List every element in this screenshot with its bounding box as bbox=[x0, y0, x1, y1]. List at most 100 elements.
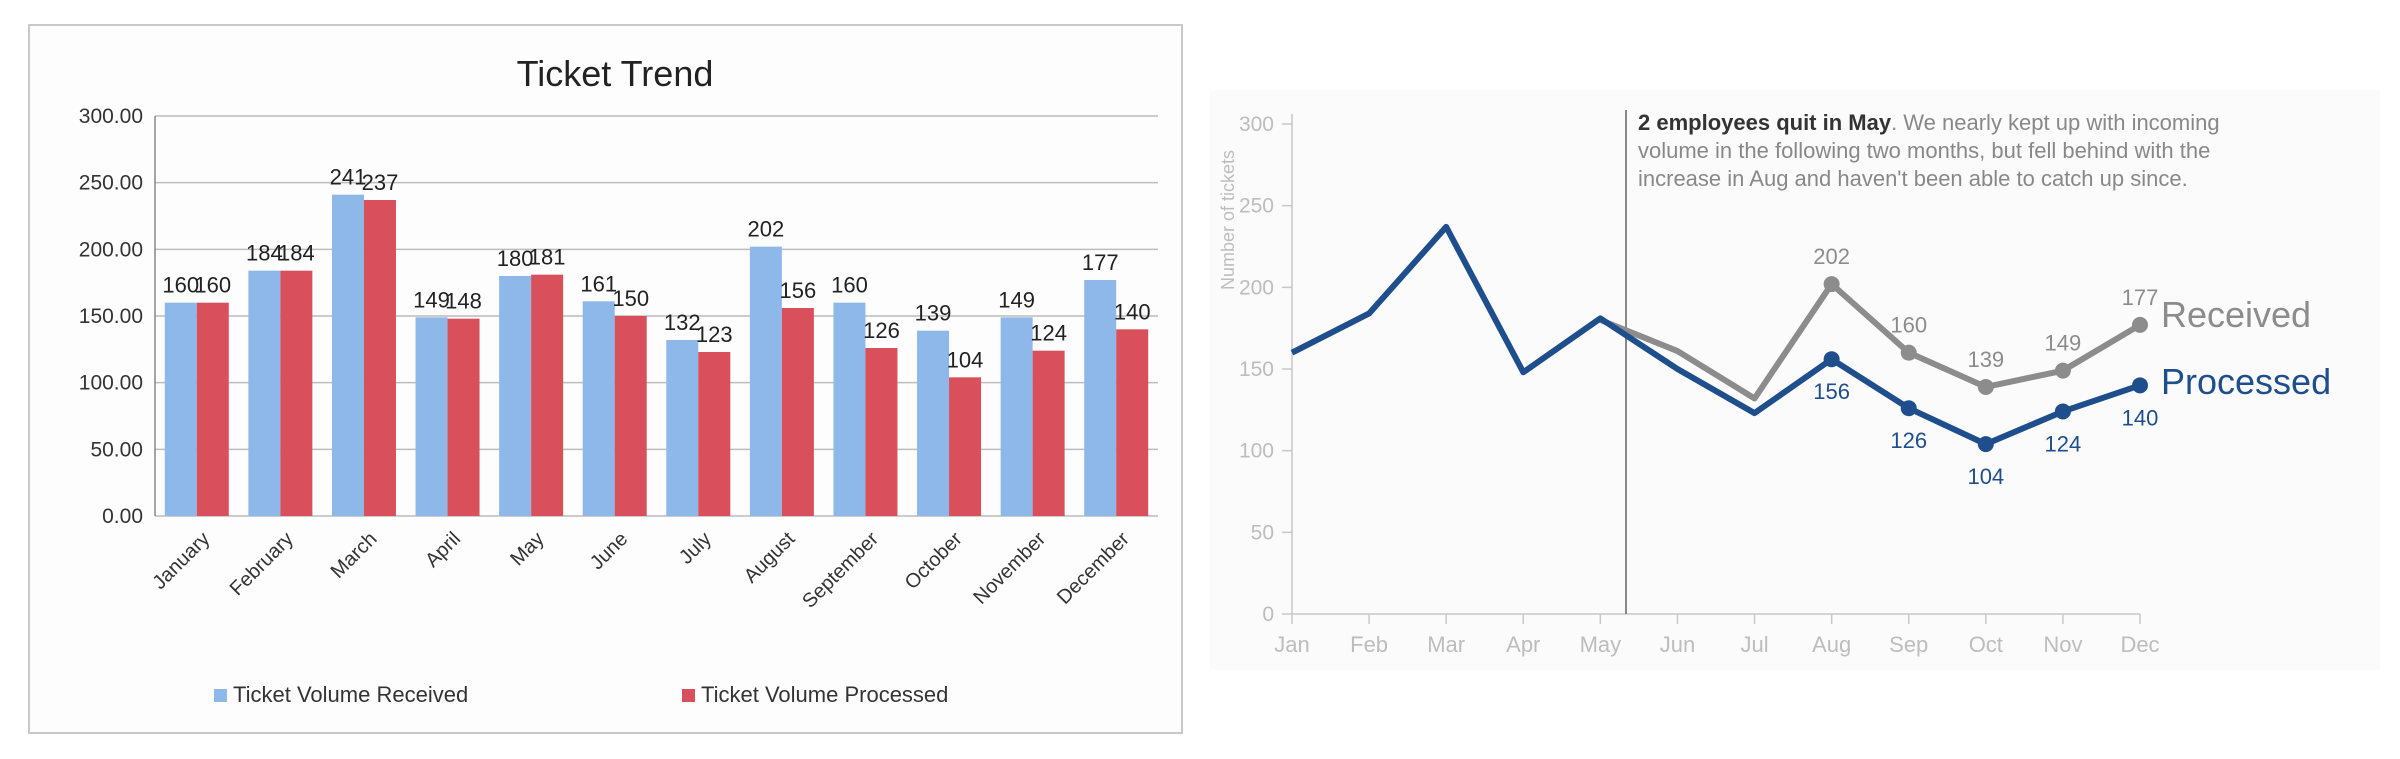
data-label: 237 bbox=[362, 170, 399, 195]
annotation-line-3: increase in Aug and haven't been able to… bbox=[1638, 166, 2188, 191]
bar-processed bbox=[363, 200, 396, 516]
y-axis-label: Number of tickets bbox=[1218, 150, 1238, 290]
bar-processed bbox=[781, 308, 814, 516]
data-label: 156 bbox=[780, 278, 817, 303]
data-label: 161 bbox=[580, 271, 617, 296]
processed-point bbox=[1977, 436, 1994, 453]
received-data-label: 177 bbox=[2122, 285, 2159, 310]
data-label: 140 bbox=[1114, 299, 1151, 324]
x-tick-label: Oct bbox=[1969, 632, 2003, 657]
y-tick-label: 0 bbox=[1262, 603, 1274, 626]
bar-received bbox=[582, 301, 615, 516]
bar-processed bbox=[531, 274, 564, 516]
series-label-processed: Processed bbox=[2161, 361, 2331, 402]
x-tick-label: October bbox=[901, 528, 967, 594]
y-tick-label: 200.00 bbox=[79, 238, 143, 261]
data-label: 177 bbox=[1082, 250, 1119, 275]
data-label: 104 bbox=[947, 347, 984, 372]
annotation-line-1: . We nearly kept up with incoming bbox=[1891, 110, 2220, 135]
x-tick-label: May bbox=[1580, 632, 1622, 657]
x-tick-label: Feb bbox=[1350, 632, 1388, 657]
bar-processed bbox=[614, 316, 647, 516]
data-label: 132 bbox=[664, 310, 701, 335]
bar-processed bbox=[865, 348, 898, 516]
x-tick-label: Sep bbox=[1889, 632, 1928, 657]
bar-processed bbox=[949, 377, 982, 516]
data-label: 123 bbox=[696, 322, 733, 347]
received-line bbox=[1599, 281, 2142, 402]
x-tick-label: November bbox=[969, 528, 1050, 609]
x-tick-label: Apr bbox=[1506, 632, 1540, 657]
received-point bbox=[1900, 344, 1917, 361]
y-tick-label: 300.00 bbox=[79, 105, 143, 128]
legend-swatch-processed bbox=[682, 689, 695, 702]
data-label: 181 bbox=[529, 245, 566, 270]
received-point bbox=[2054, 362, 2071, 379]
received-point bbox=[2132, 316, 2148, 333]
data-label: 124 bbox=[1030, 321, 1067, 346]
processed-point bbox=[2132, 377, 2148, 394]
y-tick-label: 50 bbox=[1251, 521, 1274, 544]
x-tick-label: February bbox=[226, 528, 298, 600]
received-point bbox=[1823, 276, 1840, 293]
bar-received bbox=[917, 330, 950, 516]
bar-received bbox=[1084, 280, 1117, 516]
data-label: 148 bbox=[445, 289, 482, 314]
processed-point bbox=[2054, 403, 2071, 420]
bar-received bbox=[164, 302, 197, 516]
bar-received bbox=[415, 317, 448, 516]
x-tick-label: Mar bbox=[1427, 632, 1465, 657]
bar-received bbox=[666, 340, 699, 516]
data-label: 139 bbox=[915, 301, 952, 326]
processed-line bbox=[1290, 223, 2141, 448]
data-label: 241 bbox=[330, 165, 367, 190]
y-tick-label: 100 bbox=[1239, 440, 1274, 463]
y-tick-label: 150 bbox=[1239, 358, 1274, 381]
data-label: 160 bbox=[194, 273, 231, 298]
ticket-line-chart: Number of tickets 0 50 100 150 200 250 300 Jan… bbox=[1218, 110, 2331, 657]
x-tick-label: June bbox=[586, 528, 632, 574]
received-data-label: 139 bbox=[1967, 347, 2004, 372]
legend-swatch-received bbox=[214, 689, 227, 702]
bar-processed bbox=[698, 352, 731, 516]
bar-processed bbox=[196, 302, 229, 516]
legend-label-received: Ticket Volume Received bbox=[233, 682, 468, 707]
bar-received bbox=[248, 270, 281, 516]
bar-processed bbox=[1116, 329, 1149, 516]
processed-point bbox=[1900, 400, 1917, 417]
bar-processed bbox=[447, 318, 480, 516]
processed-data-label: 104 bbox=[1967, 464, 2004, 489]
received-data-label: 149 bbox=[2045, 331, 2082, 356]
bar-processed bbox=[280, 270, 313, 516]
data-label: 184 bbox=[278, 241, 315, 266]
received-data-label: 202 bbox=[1813, 244, 1850, 269]
x-tick-label: September bbox=[798, 528, 883, 613]
y-tick-label: 300 bbox=[1239, 113, 1274, 136]
legend-label-processed: Ticket Volume Processed bbox=[701, 682, 948, 707]
data-label: 202 bbox=[748, 217, 785, 242]
y-tick-label: 250.00 bbox=[79, 172, 143, 195]
ticket-trend-bar-chart-panel: Ticket Trend 0.00 50.00 100.00 150.00 200.00… bbox=[28, 24, 1183, 734]
y-tick-label: 200 bbox=[1239, 276, 1274, 299]
bar-received bbox=[749, 246, 782, 516]
bar-received bbox=[1000, 317, 1033, 516]
ticket-trend-bar-chart: Ticket Trend 0.00 50.00 100.00 150.00 200.00… bbox=[79, 53, 1158, 707]
x-tick-label: August bbox=[740, 528, 800, 588]
annotation-bold: 2 employees quit in May bbox=[1638, 110, 1892, 135]
x-tick-label: Jan bbox=[1274, 632, 1309, 657]
x-tick-label: July bbox=[675, 528, 716, 569]
processed-data-label: 156 bbox=[1813, 379, 1850, 404]
series-label-received: Received bbox=[2161, 294, 2311, 335]
annotation-text: 2 employees quit in May. We nearly kept … bbox=[1638, 110, 2226, 191]
data-label: 149 bbox=[998, 287, 1035, 312]
bar-received bbox=[833, 302, 866, 516]
y-tick-label: 50.00 bbox=[90, 438, 143, 461]
processed-point bbox=[1823, 351, 1840, 368]
y-tick-label: 100.00 bbox=[79, 372, 143, 395]
bar-received bbox=[331, 194, 364, 516]
data-label: 160 bbox=[162, 273, 199, 298]
data-label: 160 bbox=[831, 273, 868, 298]
x-tick-label: March bbox=[327, 528, 382, 583]
chart-title: Ticket Trend bbox=[517, 53, 714, 94]
x-tick-label: Jul bbox=[1740, 632, 1768, 657]
